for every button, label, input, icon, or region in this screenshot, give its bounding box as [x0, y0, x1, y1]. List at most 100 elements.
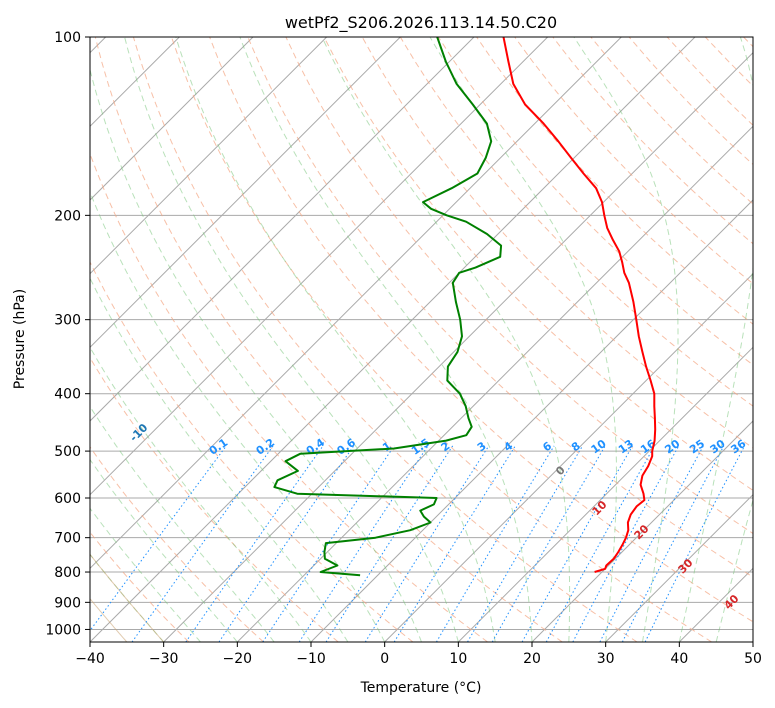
mixing-ratio-label: 0.2 [254, 436, 277, 458]
mixing-ratio-line [364, 445, 490, 642]
reference-curve-line [90, 597, 128, 642]
dry-adiabat-line [90, 531, 190, 642]
mixing-ratio-label: 0.4 [304, 436, 328, 458]
x-tick-label: −30 [149, 651, 179, 667]
y-axis-ticks: 100 200 300 400 500 600 700 800 900 1000 [45, 30, 90, 638]
mixing-ratio-line [131, 445, 274, 642]
isotherm-line [752, 641, 753, 642]
mixing-ratio-label: 1 [380, 439, 394, 454]
isotherm-line [531, 420, 753, 642]
dry-adiabat-line [323, 37, 753, 491]
mixing-ratio-label: 13 [616, 437, 636, 456]
y-axis-title: Pressure (hPa) [12, 289, 28, 389]
dry-adiabat-line [247, 37, 753, 578]
mixing-ratio-line [435, 445, 555, 642]
isotherm-line [384, 272, 753, 642]
isotherm-line [90, 37, 549, 496]
mixing-ratio-label: 3 [475, 439, 489, 454]
y-tick-label: 500 [54, 444, 81, 460]
moist-adiabat-line [321, 37, 571, 642]
y-tick-label: 800 [54, 565, 81, 581]
moist-adiabat-line [90, 67, 422, 642]
moist-adiabat-line [90, 507, 201, 642]
dry-adiabat-line [552, 37, 753, 245]
y-tick-label: 200 [54, 208, 81, 224]
dry-adiabat-line [90, 446, 264, 642]
x-tick-label: 10 [449, 651, 467, 667]
dry-adiabat-label: -10 [127, 421, 150, 444]
moist-adiabat-line [90, 190, 386, 642]
mixing-ratio-lines [90, 445, 746, 642]
y-tick-label: 1000 [45, 622, 81, 638]
dry-adiabat-line [90, 152, 488, 642]
y-tick-label: 900 [54, 595, 81, 611]
temperature-profile-line [502, 37, 657, 573]
mixing-ratio-line [467, 445, 584, 642]
background-line-labels: 0.10.20.40.611.52346810131620253036-100-… [127, 421, 748, 612]
mixing-ratio-line [185, 445, 324, 642]
mixing-ratio-label: 30 [708, 437, 728, 457]
x-tick-label: 50 [744, 651, 762, 667]
dry-adiabat-line [743, 37, 753, 48]
dry-adiabat-line [94, 37, 563, 642]
mixing-ratio-label: 4 [502, 439, 516, 454]
mixing-ratio-label: 25 [687, 437, 707, 456]
dry-adiabat-line [476, 37, 753, 325]
dry-adiabat-line [666, 37, 753, 126]
mixing-ratio-label: 10 [589, 437, 609, 457]
moist-adiabat-line [239, 37, 533, 642]
dry-adiabat-line [514, 37, 753, 285]
dry-adiabat-line [132, 37, 638, 642]
isotherm-line [605, 493, 753, 642]
moist-adiabat-line [175, 37, 496, 642]
mixing-ratio-label: 0.1 [207, 436, 230, 458]
mixing-ratio-line [262, 445, 395, 642]
mixing-ratio-line [90, 445, 227, 632]
mixing-ratio-line [644, 445, 746, 642]
isotherm-lines [90, 37, 753, 642]
mixing-ratio-line [521, 445, 633, 642]
reference-curve-line [90, 553, 165, 642]
moist-adiabat-line [90, 277, 349, 642]
plot-frame [89, 36, 754, 643]
isotherm-line [678, 567, 753, 642]
x-tick-label: 30 [597, 651, 615, 667]
moist-adiabat-line [90, 458, 238, 642]
dry-adiabat-line [171, 37, 712, 642]
x-tick-label: −10 [296, 651, 326, 667]
dry-adiabat-line [285, 37, 753, 535]
moist-adiabat-line [90, 346, 312, 642]
moist-adiabat-line [678, 37, 753, 642]
mixing-ratio-label: 36 [728, 437, 748, 457]
mixing-ratio-line [572, 445, 680, 642]
x-tick-label: −20 [223, 651, 253, 667]
moist-adiabat-line [573, 37, 679, 642]
isotherm-line [90, 37, 401, 349]
x-axis-title: Temperature (°C) [360, 680, 482, 696]
mixing-ratio-label: 8 [569, 439, 583, 454]
plot-area: 0.10.20.40.611.52346810131620253036-100-… [90, 37, 753, 642]
mixing-ratio-line [298, 445, 429, 642]
isotherm-line [310, 199, 753, 642]
moist-adiabat-line [715, 498, 753, 642]
mixing-ratio-label: 20 [662, 437, 682, 457]
y-tick-label: 700 [54, 531, 81, 547]
dry-adiabat-line [704, 37, 753, 87]
dry-adiabat-lines [90, 37, 753, 642]
isotherm-line [90, 37, 475, 422]
dry-adiabat-line [90, 356, 339, 642]
dry-adiabat-line [90, 260, 414, 642]
mixing-ratio-label: 1.5 [409, 436, 432, 458]
mixing-ratio-line [325, 445, 454, 642]
isotherm-line [90, 37, 254, 201]
mixing-ratio-label: 6 [540, 439, 554, 454]
dry-adiabat-line [209, 37, 753, 623]
isotherm-line [90, 37, 328, 275]
x-tick-label: 0 [380, 651, 389, 667]
isotherm-line [90, 37, 696, 642]
isotherm-line [163, 51, 753, 642]
isotherm-line [90, 37, 622, 570]
chart-title: wetPf2_S206.2026.113.14.50.C20 [285, 13, 557, 33]
moist-adiabat-line [90, 405, 275, 642]
